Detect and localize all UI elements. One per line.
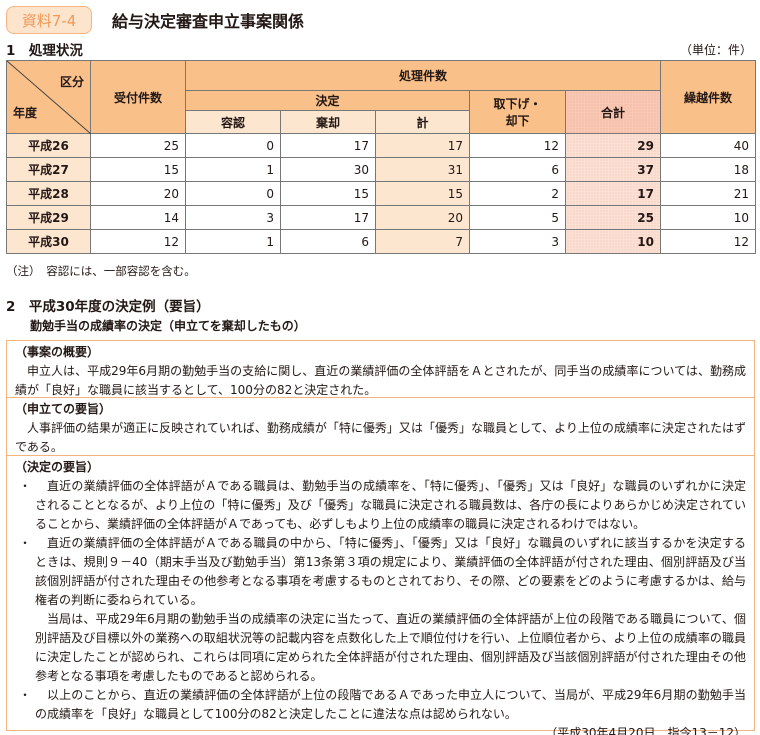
header-kei: 計 — [375, 110, 470, 134]
table-row: 平成27 15 1 30 31 6 37 18 — [6, 157, 756, 182]
case-summary-heading: （事案の概要） — [15, 345, 100, 359]
year-cell: 平成28 — [6, 181, 91, 206]
kei-cell: 15 — [375, 181, 470, 206]
kurikoshi-cell: 18 — [660, 157, 756, 182]
case-summary-text: 申立人は、平成29年6月期の勤勉手当の支給に関し、直近の業績評価の全体評語をＡと… — [15, 364, 746, 397]
table-row: 平成26 25 0 17 17 12 29 40 — [6, 133, 756, 158]
header-uketsuke: 受付件数 — [90, 60, 186, 134]
case-box: （事案の概要） 申立人は、平成29年6月期の勤勉手当の支給に関し、直近の業績評価… — [6, 340, 755, 735]
torisage-cell: 5 — [469, 205, 566, 230]
uketsuke-cell: 12 — [90, 229, 186, 254]
claim-summary-text: 人事評価の結果が適正に反映されていれば、勤務成績が「特に優秀」又は「優秀」な職員… — [15, 421, 746, 454]
section2-subtitle: 勤勉手当の成績率の決定（申立てを棄却したもの） — [30, 319, 306, 333]
gokei-cell: 37 — [565, 157, 661, 182]
kikyaku-cell: 17 — [280, 133, 376, 158]
yonin-cell: 3 — [185, 205, 281, 230]
table-row: 平成29 14 3 17 20 5 25 10 — [6, 205, 756, 230]
gokei-cell: 25 — [565, 205, 661, 230]
torisage-cell: 6 — [469, 157, 566, 182]
diagonal-line — [7, 61, 91, 134]
year-cell: 平成26 — [6, 133, 91, 158]
page-title: 給与決定審査申立事案関係 — [112, 12, 305, 31]
year-cell: 平成30 — [6, 229, 91, 254]
decision-point-1: ・ 直近の業績評価の全体評語がＡである職員は、勤勉手当の成績率を、「特に優秀」、… — [15, 477, 746, 534]
decision-point-2-text: 直近の業績評価の全体評語がＡである職員の中から、「特に優秀」、「優秀」又は「良好… — [35, 536, 746, 607]
uketsuke-cell: 15 — [90, 157, 186, 182]
kikyaku-cell: 17 — [280, 205, 376, 230]
bullet: ・ — [19, 688, 32, 702]
section1-title: 1 処理状況 — [6, 43, 83, 59]
yonin-cell: 1 — [185, 157, 281, 182]
decision-point-2: ・ 直近の業績評価の全体評語がＡである職員の中から、「特に優秀」、「優秀」又は「… — [15, 534, 746, 686]
header-yonin: 容認 — [185, 110, 281, 134]
kurikoshi-cell: 10 — [660, 205, 756, 230]
claim-summary-heading: （申立ての要旨） — [15, 402, 112, 416]
header-gokei: 合計 — [565, 90, 661, 134]
uketsuke-cell: 14 — [90, 205, 186, 230]
kei-cell: 31 — [375, 157, 470, 182]
uketsuke-cell: 25 — [90, 133, 186, 158]
bullet: ・ — [19, 479, 32, 493]
torisage-cell: 3 — [469, 229, 566, 254]
nendo-label: 年度 — [13, 106, 38, 120]
decision-point-1-text: 直近の業績評価の全体評語がＡである職員は、勤勉手当の成績率を、「特に優秀」、「優… — [35, 479, 746, 531]
table-row: 平成28 20 0 15 15 2 17 21 — [6, 181, 756, 206]
kurikoshi-cell: 12 — [660, 229, 756, 254]
decision-reference: （平成30年4月20日 指令13－12） — [545, 726, 746, 735]
uketsuke-cell: 20 — [90, 181, 186, 206]
torisage-cell: 12 — [469, 133, 566, 158]
gokei-cell: 17 — [565, 181, 661, 206]
table-note: （注） 容認には、一部容認を含む。 — [6, 264, 196, 278]
decision-summary: （決定の要旨） ・ 直近の業績評価の全体評語がＡである職員は、勤勉手当の成績率を… — [7, 456, 754, 735]
yonin-cell: 0 — [185, 133, 281, 158]
header-torisage: 取下げ・却下 — [469, 90, 566, 134]
yonin-cell: 1 — [185, 229, 281, 254]
unit-label: （単位：件） — [679, 43, 752, 57]
header-kikyaku: 棄却 — [280, 110, 376, 134]
kikyaku-cell: 6 — [280, 229, 376, 254]
case-summary: （事案の概要） 申立人は、平成29年6月期の勤勉手当の支給に関し、直近の業績評価… — [7, 341, 754, 398]
decision-point-2-text-continued: 当局は、平成29年6月期の勤勉手当の成績率の決定に当たって、直近の業績評価の全体… — [35, 612, 746, 683]
bullet: ・ — [19, 536, 32, 550]
header-kettei: 決定 — [185, 90, 470, 111]
table-row: 平成30 12 1 6 7 3 10 12 — [6, 229, 756, 254]
corner-header: 区分 年度 — [6, 60, 91, 134]
kurikoshi-cell: 40 — [660, 133, 756, 158]
kikyaku-cell: 15 — [280, 181, 376, 206]
yonin-cell: 0 — [185, 181, 281, 206]
torisage-cell: 2 — [469, 181, 566, 206]
claim-summary: （申立ての要旨） 人事評価の結果が適正に反映されていれば、勤務成績が「特に優秀」… — [7, 398, 754, 456]
status-table: 区分 年度 受付件数 処理件数 繰越件数 決定 取下げ・却下 合計 容認 棄却 … — [6, 60, 756, 254]
year-cell: 平成29 — [6, 205, 91, 230]
kurikoshi-cell: 21 — [660, 181, 756, 206]
header-shori: 処理件数 — [185, 60, 661, 91]
kei-cell: 20 — [375, 205, 470, 230]
header-kurikoshi: 繰越件数 — [660, 60, 756, 134]
kikyaku-cell: 30 — [280, 157, 376, 182]
kei-cell: 17 — [375, 133, 470, 158]
section2-title: 2 平成30年度の決定例（要旨） — [6, 299, 210, 315]
gokei-cell: 10 — [565, 229, 661, 254]
kubun-label: 区分 — [59, 75, 84, 89]
year-cell: 平成27 — [6, 157, 91, 182]
decision-point-3: ・ 以上のことから、直近の業績評価の全体評語が上位の段階であるＡであった申立人に… — [15, 686, 746, 724]
decision-summary-heading: （決定の要旨） — [15, 460, 100, 474]
decision-point-3-text: 以上のことから、直近の業績評価の全体評語が上位の段階であるＡであった申立人につい… — [35, 688, 746, 721]
gokei-cell: 29 — [565, 133, 661, 158]
document-badge: 資料7-4 — [6, 6, 92, 34]
kei-cell: 7 — [375, 229, 470, 254]
